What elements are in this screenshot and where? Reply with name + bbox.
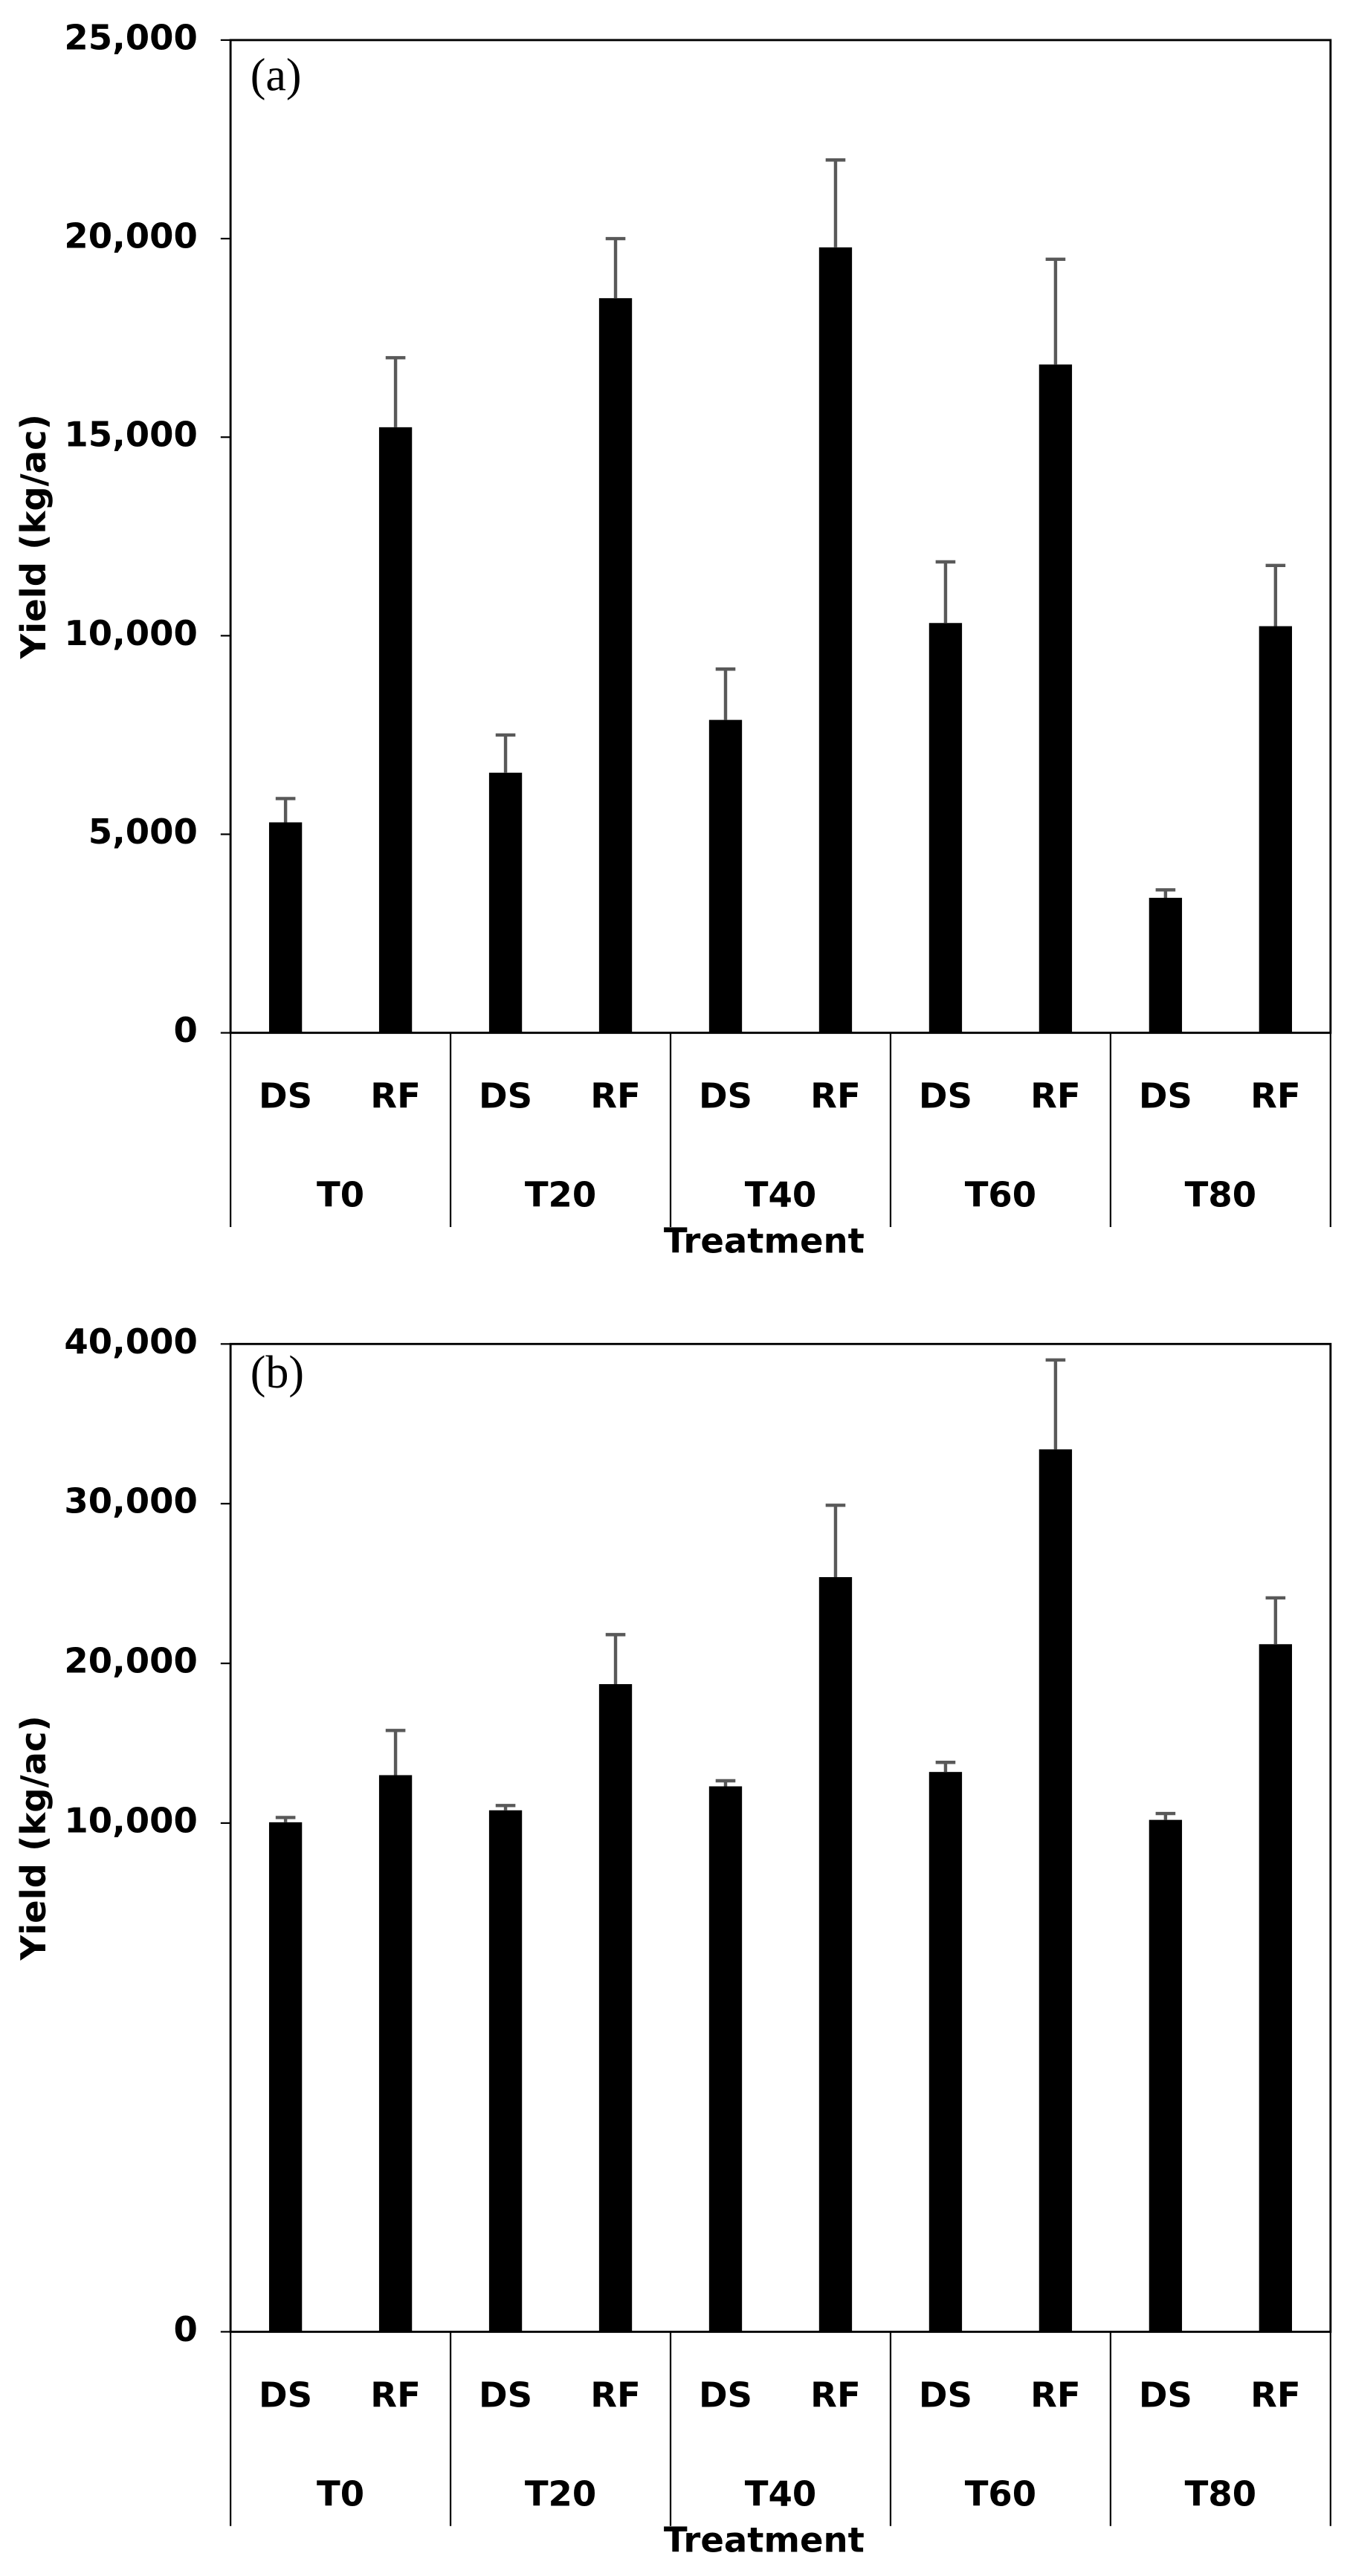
series-label: DS (1139, 2375, 1192, 2415)
y-axis-label: Yield (kg/ac) (13, 414, 54, 659)
y-tick-label: 30,000 (64, 1481, 197, 1521)
plot-frame (229, 1342, 1332, 2333)
series-label: RF (590, 2375, 641, 2415)
bar (1038, 1449, 1073, 2332)
y-tick-label: 40,000 (64, 1321, 197, 1362)
bar (598, 1683, 633, 2332)
y-tick-label: 20,000 (64, 1641, 197, 1681)
y-tick-label: 10,000 (64, 1800, 197, 1840)
bar (1149, 897, 1183, 1033)
category-label: T60 (965, 1175, 1036, 1215)
plot-frame (229, 39, 1332, 1035)
y-axis-label: Yield (kg/ac) (13, 1715, 54, 1961)
x-axis-label: Treatment (664, 2520, 865, 2560)
bar (598, 298, 633, 1033)
series-label: DS (479, 2375, 532, 2415)
series-label: DS (1139, 1076, 1192, 1116)
series-label: DS (699, 2375, 752, 2415)
bar (708, 1786, 743, 2332)
category-label: T80 (1185, 1175, 1256, 1215)
series-label: DS (919, 2375, 972, 2415)
series-label: RF (370, 2375, 421, 2415)
bar (268, 1822, 303, 2332)
series-label: DS (259, 2375, 312, 2415)
bar (378, 427, 413, 1033)
bar (708, 719, 743, 1033)
bar (1149, 1819, 1183, 2332)
y-tick-label: 20,000 (64, 216, 197, 256)
bar (1259, 626, 1293, 1033)
series-label: RF (1250, 1076, 1301, 1116)
chart-panel: (a) 0 5,000 10,000 15,000 20,000 25,000 Yield (… (13, 17, 1332, 1261)
bar (488, 772, 523, 1033)
bar (378, 1775, 413, 2332)
series-label: RF (370, 1076, 421, 1116)
series-label: RF (1030, 2375, 1081, 2415)
y-tick-label: 10,000 (64, 613, 197, 653)
bar (928, 623, 963, 1033)
series-label: RF (810, 1076, 861, 1116)
category-label: T80 (1185, 2473, 1256, 2514)
category-label: T40 (745, 2473, 816, 2514)
bar (1259, 1644, 1293, 2332)
category-label: T20 (525, 2473, 596, 2514)
bar (268, 822, 303, 1033)
panel-label: (b) (251, 1347, 304, 1398)
bar (818, 247, 853, 1033)
series-label: RF (590, 1076, 641, 1116)
category-label: T20 (525, 1175, 596, 1215)
chart-panel: (b) 0 10,000 20,000 30,000 40,000 Yield (kg/ac… (13, 1321, 1332, 2560)
series-label: RF (1030, 1076, 1081, 1116)
series-label: RF (1250, 2375, 1301, 2415)
category-label: T60 (965, 2473, 1036, 2514)
series-label: DS (919, 1076, 972, 1116)
y-tick-label: 5,000 (88, 812, 198, 852)
bar (928, 1772, 963, 2332)
series-label: RF (810, 2375, 861, 2415)
category-label: T40 (745, 1175, 816, 1215)
panel-label: (a) (251, 50, 302, 100)
bar (488, 1810, 523, 2332)
y-tick-label: 0 (173, 1010, 197, 1050)
category-label: T0 (317, 1175, 364, 1215)
bar (818, 1577, 853, 2332)
series-label: DS (699, 1076, 752, 1116)
y-tick-label: 25,000 (64, 17, 197, 57)
x-axis-label: Treatment (664, 1221, 865, 1261)
bar (1038, 364, 1073, 1033)
y-tick-label: 0 (173, 2309, 197, 2349)
category-label: T0 (317, 2473, 364, 2514)
series-label: DS (479, 1076, 532, 1116)
y-tick-label: 15,000 (64, 415, 197, 455)
series-label: DS (259, 1076, 312, 1116)
